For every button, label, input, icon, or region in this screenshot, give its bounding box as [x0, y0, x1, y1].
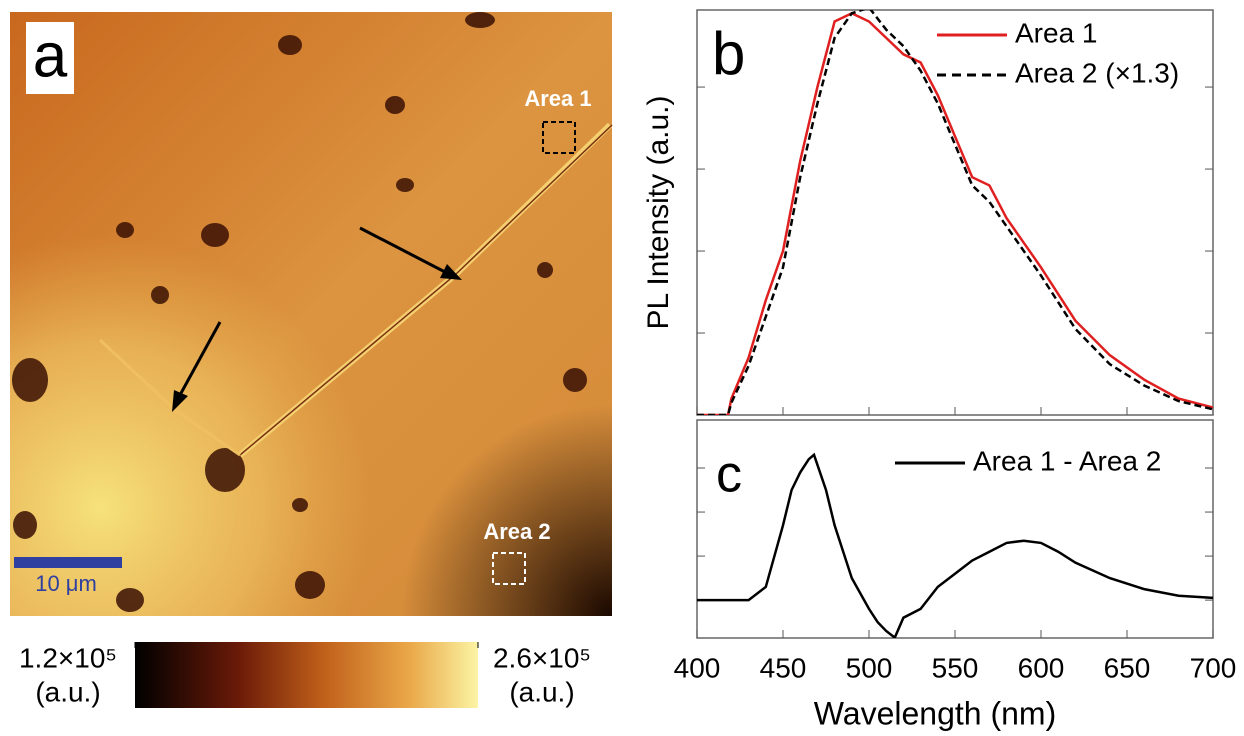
colorbar-tick-label: 2.6×10⁵ — [493, 642, 591, 673]
x-tick-label: 450 — [760, 652, 807, 683]
panel-label: b — [712, 20, 745, 87]
legend-label: Area 1 - Area 2 — [973, 445, 1161, 476]
x-tick-label: 500 — [846, 652, 893, 683]
annotation: Area 1 — [524, 86, 591, 111]
legend-label: Area 1 — [1015, 17, 1098, 48]
scale-bar-label: 10 μm — [35, 571, 97, 596]
panel-label: a — [33, 21, 68, 90]
colorbar-label: (a.u.) — [35, 676, 100, 707]
panel-label: c — [716, 446, 742, 504]
x-tick-label: 650 — [1104, 652, 1151, 683]
x-tick-label: 600 — [1018, 652, 1065, 683]
colorbar-label: (a.u.) — [509, 676, 574, 707]
y-axis-label: PL Intensity (a.u.) — [642, 96, 675, 330]
colorbar-tick-label: 1.2×10⁵ — [19, 642, 117, 673]
x-tick-label: 400 — [674, 652, 721, 683]
series-line — [697, 452, 1213, 638]
x-axis-label: Wavelength (nm) — [814, 695, 1056, 731]
legend-label: Area 2 (×1.3) — [1015, 57, 1179, 88]
x-tick-label: 550 — [932, 652, 979, 683]
x-tick-label: 700 — [1190, 652, 1237, 683]
plot-lines — [697, 10, 1213, 415]
annotation: Area 2 — [483, 519, 550, 544]
pl-map: a Area 1 Area 2 10 μm — [10, 12, 613, 616]
colorbar — [135, 642, 478, 708]
plot-lines — [697, 452, 1213, 638]
series-line — [697, 10, 1213, 415]
